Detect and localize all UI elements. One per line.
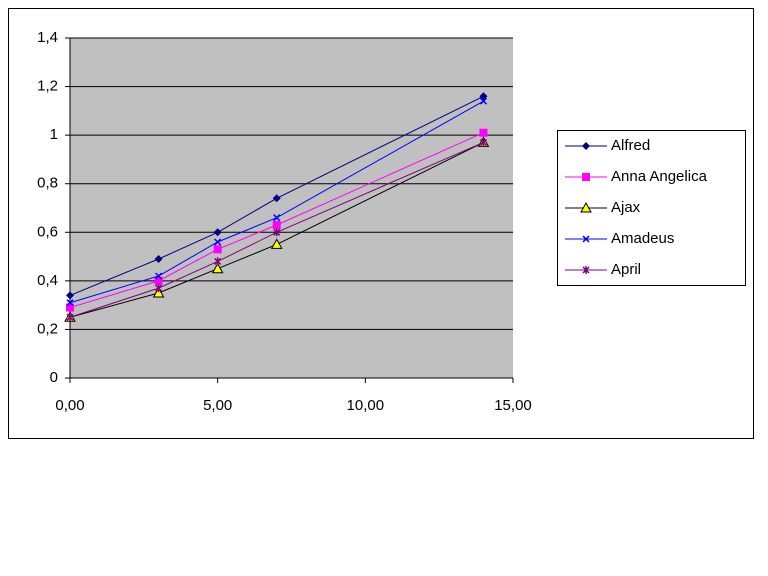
marker: [214, 257, 222, 266]
y-tick-label: 0: [50, 369, 58, 386]
marker: [66, 313, 74, 322]
marker: [213, 228, 222, 237]
marker: [582, 235, 590, 243]
y-tick-label: 0,4: [37, 272, 58, 289]
plot-area: [70, 38, 513, 378]
y-tick-label: 1,2: [37, 78, 58, 95]
y-tick-label: 1: [50, 126, 58, 143]
legend-label: Alfred: [611, 137, 650, 154]
x-tick-label: 15,00: [494, 397, 532, 414]
marker: [273, 228, 281, 237]
legend-label: Ajax: [611, 199, 641, 216]
y-tick-label: 1,4: [37, 29, 58, 46]
marker: [154, 276, 163, 285]
y-tick-label: 0,8: [37, 175, 58, 192]
marker: [66, 299, 74, 307]
marker: [66, 291, 74, 300]
marker: [152, 286, 165, 298]
marker: [272, 194, 281, 203]
marker: [580, 201, 592, 213]
marker: [272, 221, 281, 229]
marker: [213, 245, 222, 254]
marker: [155, 284, 163, 293]
marker: [582, 142, 590, 150]
marker: [154, 255, 163, 263]
marker: [211, 262, 224, 274]
marker: [582, 173, 590, 181]
legend-label: Anna Angelica: [611, 168, 708, 185]
marker: [479, 128, 488, 137]
legend-label: Amadeus: [611, 230, 674, 247]
y-tick-label: 0,2: [37, 320, 58, 337]
marker: [66, 303, 74, 312]
marker: [582, 266, 590, 274]
marker: [273, 214, 281, 222]
x-tick-label: 0,00: [55, 397, 84, 414]
marker: [214, 238, 222, 246]
x-tick-label: 5,00: [203, 397, 232, 414]
marker: [479, 97, 487, 105]
x-tick-label: 10,00: [347, 397, 385, 414]
y-tick-label: 0,6: [37, 223, 58, 240]
marker: [479, 138, 487, 147]
marker: [155, 272, 163, 280]
legend-label: April: [611, 261, 641, 278]
marker: [270, 238, 283, 249]
